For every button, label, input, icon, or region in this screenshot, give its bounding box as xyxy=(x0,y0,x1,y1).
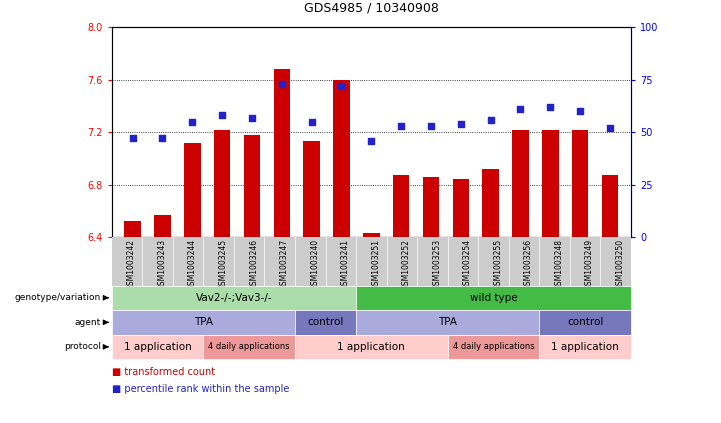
Point xyxy=(485,116,497,123)
Text: Vav2-/-;Vav3-/-: Vav2-/-;Vav3-/- xyxy=(195,293,273,303)
Text: GSM1003255: GSM1003255 xyxy=(493,239,503,290)
Text: GSM1003249: GSM1003249 xyxy=(585,239,594,290)
Point xyxy=(156,135,168,142)
Point xyxy=(544,104,556,110)
Text: GSM1003247: GSM1003247 xyxy=(280,239,288,290)
Text: 1 application: 1 application xyxy=(551,342,619,352)
Point xyxy=(276,81,288,88)
Point xyxy=(187,118,198,125)
Text: 1 application: 1 application xyxy=(337,342,405,352)
Text: TPA: TPA xyxy=(194,317,213,327)
Text: GSM1003246: GSM1003246 xyxy=(249,239,258,290)
Point xyxy=(455,121,466,127)
Text: protocol: protocol xyxy=(64,342,101,352)
Bar xyxy=(602,176,618,237)
Bar xyxy=(572,129,588,237)
Bar xyxy=(333,80,350,237)
Point xyxy=(425,123,437,129)
Bar xyxy=(154,214,171,237)
Text: ■ percentile rank within the sample: ■ percentile rank within the sample xyxy=(112,384,289,394)
Point xyxy=(395,123,407,129)
Text: 1 application: 1 application xyxy=(124,342,192,352)
Point xyxy=(604,125,616,132)
Point xyxy=(366,137,377,144)
Text: GSM1003251: GSM1003251 xyxy=(371,239,380,290)
Point xyxy=(336,83,348,90)
Point xyxy=(216,112,228,119)
Bar xyxy=(393,176,410,237)
Point xyxy=(246,114,257,121)
Text: GSM1003254: GSM1003254 xyxy=(463,239,472,290)
Bar xyxy=(482,169,499,237)
Text: control: control xyxy=(567,317,603,327)
Text: GSM1003241: GSM1003241 xyxy=(341,239,350,290)
Text: ■ transformed count: ■ transformed count xyxy=(112,367,215,377)
Text: GSM1003252: GSM1003252 xyxy=(402,239,411,290)
Bar xyxy=(214,129,230,237)
Text: GSM1003242: GSM1003242 xyxy=(127,239,136,290)
Bar xyxy=(244,135,260,237)
Text: genotype/variation: genotype/variation xyxy=(14,293,101,302)
Text: control: control xyxy=(307,317,344,327)
Text: GSM1003240: GSM1003240 xyxy=(310,239,319,290)
Text: GSM1003253: GSM1003253 xyxy=(433,239,441,290)
Bar xyxy=(453,179,469,237)
Bar xyxy=(542,129,559,237)
Point xyxy=(306,118,317,125)
Text: TPA: TPA xyxy=(438,317,457,327)
Point xyxy=(127,135,138,142)
Bar xyxy=(513,129,528,237)
Text: 4 daily applications: 4 daily applications xyxy=(208,342,290,352)
Bar xyxy=(423,177,439,237)
Text: GDS4985 / 10340908: GDS4985 / 10340908 xyxy=(304,2,439,15)
Bar xyxy=(273,69,290,237)
Text: GSM1003243: GSM1003243 xyxy=(158,239,167,290)
Bar xyxy=(363,233,379,237)
Text: GSM1003256: GSM1003256 xyxy=(524,239,533,290)
Text: GSM1003248: GSM1003248 xyxy=(554,239,564,290)
Text: GSM1003245: GSM1003245 xyxy=(218,239,228,290)
Text: wild type: wild type xyxy=(469,293,517,303)
Text: GSM1003250: GSM1003250 xyxy=(616,239,624,290)
Point xyxy=(575,108,586,115)
Text: GSM1003244: GSM1003244 xyxy=(188,239,197,290)
Bar xyxy=(125,221,141,237)
Bar xyxy=(304,141,320,237)
Text: 4 daily applications: 4 daily applications xyxy=(453,342,534,352)
Text: agent: agent xyxy=(75,318,101,327)
Bar xyxy=(184,143,200,237)
Point xyxy=(515,106,526,113)
